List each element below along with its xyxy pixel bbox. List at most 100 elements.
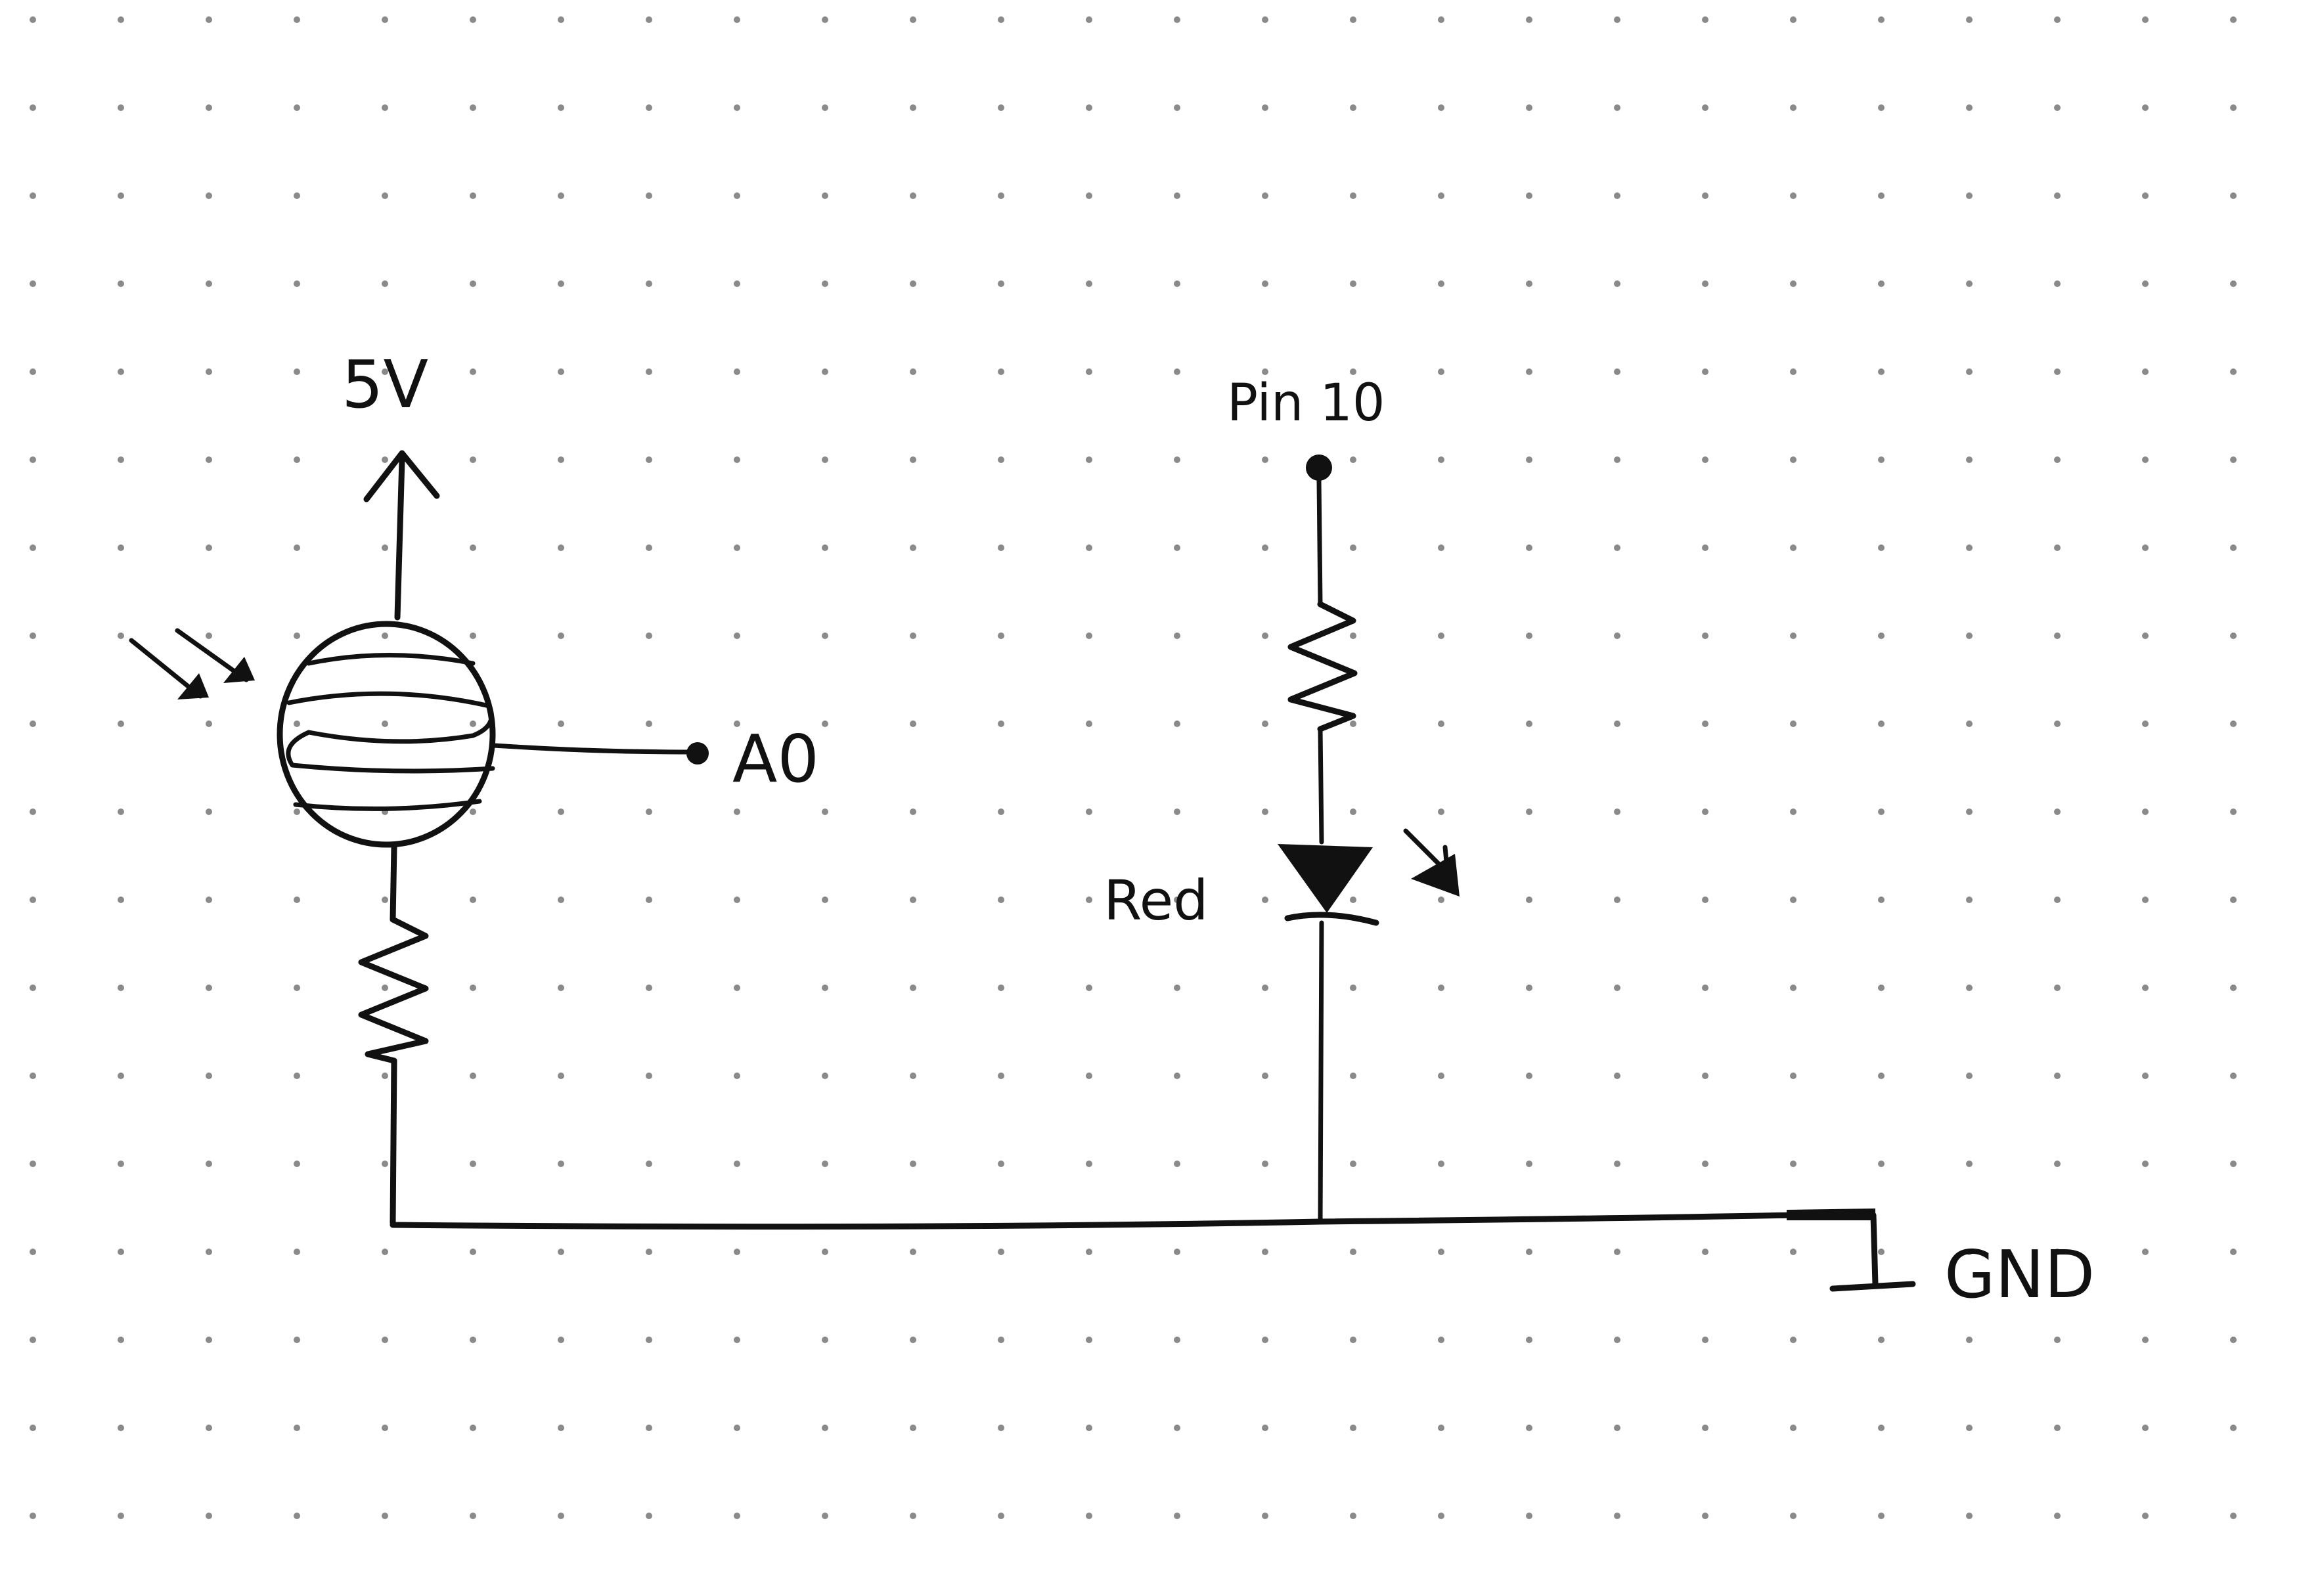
grid-dot (1878, 985, 1885, 991)
grid-dot (822, 1073, 828, 1079)
grid-dot (1878, 368, 1885, 375)
grid-dot (382, 368, 388, 375)
grid-dot (118, 1513, 124, 1519)
grid-dot (1614, 632, 1620, 639)
grid-dot (1350, 1073, 1356, 1079)
grid-dot (1174, 280, 1180, 287)
grid-dot (1526, 1249, 1532, 1255)
grid-dot (558, 104, 564, 111)
grid-dot (558, 809, 564, 815)
grid-dot (734, 544, 740, 551)
grid-dot (734, 632, 740, 639)
grid-dot (2142, 1249, 2149, 1255)
grid-dot (118, 1073, 124, 1079)
grid-dot (294, 1073, 300, 1079)
grid-dot (30, 280, 36, 287)
grid-dot (1438, 368, 1444, 375)
grid-dot (734, 104, 740, 111)
grid-dot (646, 368, 652, 375)
grid-dot (1702, 897, 1708, 903)
grid-dot (1526, 544, 1532, 551)
grid-dot (1086, 1161, 1092, 1167)
grid-dot (1174, 104, 1180, 111)
grid-dot (2142, 1161, 2149, 1167)
grid-dot (1526, 16, 1532, 23)
grid-dot (1790, 1249, 1797, 1255)
grid-dot (294, 456, 300, 463)
grid-dot (30, 1073, 36, 1079)
grid-dot (1702, 544, 1708, 551)
grid-dot (1966, 1073, 1973, 1079)
grid-dot (294, 104, 300, 111)
grid-dot (910, 1073, 916, 1079)
grid-dot (822, 720, 828, 727)
grid-dot (206, 1249, 212, 1255)
grid-dot (1790, 1073, 1797, 1079)
grid-dot (1438, 1249, 1444, 1255)
grid-dot (118, 1249, 124, 1255)
grid-dot (1614, 192, 1620, 199)
grid-dot (1790, 1425, 1797, 1431)
grid-dot (558, 1161, 564, 1167)
grid-dot (206, 104, 212, 111)
grid-dot (1966, 104, 1973, 111)
wire-resistor-to-led (1318, 726, 1324, 845)
grid-dot (1174, 985, 1180, 991)
grid-dot (1262, 192, 1268, 199)
grid-dot (2230, 1513, 2237, 1519)
grid-dot (1438, 192, 1444, 199)
grid-dot (1878, 192, 1885, 199)
grid-dot (2142, 897, 2149, 903)
grid-dot (1086, 632, 1092, 639)
grid-dot (558, 368, 564, 375)
grid-dot (1966, 632, 1973, 639)
grid-dot (910, 809, 916, 815)
grid-dot (1966, 897, 1973, 903)
grid-dot (1350, 456, 1356, 463)
grid-dot (646, 1425, 652, 1431)
grid-dot (558, 1425, 564, 1431)
grid-dot (1262, 1073, 1268, 1079)
grid-dot (382, 192, 388, 199)
grid-dot (1790, 456, 1797, 463)
grid-dot (910, 192, 916, 199)
grid-dot (1350, 1249, 1356, 1255)
grid-dot (382, 632, 388, 639)
grid-dot (734, 368, 740, 375)
grid-dot (1878, 720, 1885, 727)
grid-dot (1614, 1161, 1620, 1167)
grid-dot (30, 456, 36, 463)
grid-dot (2142, 16, 2149, 23)
grid-dot (1350, 1337, 1356, 1343)
grid-dot (2230, 280, 2237, 287)
grid-dot (998, 1337, 1004, 1343)
grid-dot (558, 544, 564, 551)
grid-dot (1526, 1425, 1532, 1431)
grid-dot (30, 1337, 36, 1343)
grid-dot (734, 1161, 740, 1167)
grid-dot (1790, 897, 1797, 903)
grid-dot (2142, 809, 2149, 815)
grid-dot (2142, 1337, 2149, 1343)
grid-dot (30, 1513, 36, 1519)
wire-photo-to-resistor (390, 844, 397, 923)
grid-dot (734, 720, 740, 727)
grid-dot (1174, 368, 1180, 375)
grid-dot (646, 280, 652, 287)
grid-dot (1086, 1513, 1092, 1519)
grid-dot (1438, 720, 1444, 727)
grid-dot (2230, 368, 2237, 375)
grid-dot (1438, 1337, 1444, 1343)
grid-dot (1966, 1513, 1973, 1519)
grid-dot (2054, 1425, 2061, 1431)
grid-dot (382, 280, 388, 287)
grid-dot (1526, 1337, 1532, 1343)
grid-dot (1350, 280, 1356, 287)
grid-dot (30, 1161, 36, 1167)
grid-dot (2054, 1161, 2061, 1167)
grid-dot (118, 544, 124, 551)
grid-dot (206, 16, 212, 23)
grid-dot (30, 720, 36, 727)
grid-dot (1966, 1161, 1973, 1167)
